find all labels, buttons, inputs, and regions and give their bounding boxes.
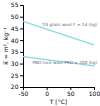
tick-mark	[20, 5, 23, 6]
tick: 45	[11, 25, 23, 32]
tick-label: -50	[19, 90, 29, 97]
tick: 50	[67, 87, 75, 97]
tick: -50	[19, 87, 29, 97]
axis-line	[24, 88, 95, 91]
tick-mark	[20, 40, 23, 41]
tick-mark	[20, 87, 23, 88]
tick: 50	[11, 13, 23, 20]
tick-mark	[20, 28, 23, 29]
tick-label: 55	[11, 1, 19, 8]
tick: 0	[45, 87, 49, 97]
tick-label: 100	[89, 90, 100, 97]
tick: 55	[11, 1, 23, 8]
tick-mark	[20, 52, 23, 53]
tick-label: 50	[67, 90, 75, 97]
plot: -50 0 50 100 20 25 30 35 40 45 50 55 TiS glass wool …	[11, 1, 100, 96]
tick-mark	[20, 75, 23, 76]
y-axis-title: κ̅ = m², kg⁻¹	[2, 27, 10, 65]
annotation: TiS glass wool F = 1d (kg)	[41, 22, 97, 27]
annotations: TiS glass wool F = 1d (kg) PBD rock wool …	[32, 22, 97, 65]
tick-label: 25	[11, 72, 19, 79]
tick-label: 20	[11, 83, 19, 90]
tick-label: 45	[11, 25, 19, 32]
annotation: PBD rock wool PRD = 200 (kg)	[32, 60, 97, 65]
x-axis-title: T [°C]	[49, 98, 67, 105]
chart: -50 0 50 100 20 25 30 35 40 45 50 55 TiS glass wool …	[0, 0, 100, 106]
tick: 30	[11, 60, 23, 67]
tick-label: 50	[11, 13, 19, 20]
tick-mark	[20, 64, 23, 65]
tick-label: 40	[11, 37, 19, 44]
axis-line	[20, 6, 24, 88]
tick: 40	[11, 37, 23, 44]
tick: 25	[11, 72, 23, 79]
tick: 35	[11, 48, 23, 55]
tick-mark	[20, 17, 23, 18]
tick: 100	[89, 87, 100, 97]
y-axis: 20 25 30 35 40 45 50 55	[11, 1, 24, 90]
tick-label: 30	[11, 60, 19, 67]
tick: 20	[11, 83, 23, 90]
x-axis: -50 0 50 100	[19, 87, 100, 97]
tick-label: 0	[45, 90, 49, 97]
tick-label: 35	[11, 48, 19, 55]
